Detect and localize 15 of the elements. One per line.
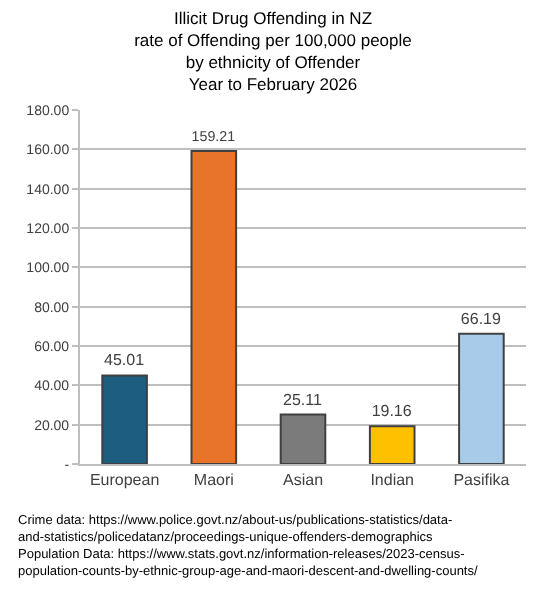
- x-tick-label: Maori: [193, 471, 235, 490]
- x-tick-label: European: [89, 471, 160, 490]
- chart-title: Illicit Drug Offending in NZ rate of Offending per 100,000 people by ethnicity of Offender Year to February 2026: [134, 7, 413, 95]
- bar: [368, 425, 416, 464]
- bar: [190, 149, 238, 464]
- data-label: 45.01: [104, 351, 146, 370]
- x-tick-label: Asian: [282, 471, 324, 490]
- data-label: 25.11: [283, 390, 323, 409]
- bar: [101, 374, 148, 464]
- x-tick-label: Pasifika: [453, 471, 511, 490]
- bar: [279, 413, 327, 464]
- data-label: 19.16: [371, 402, 413, 421]
- x-tick-label: Indian: [370, 471, 414, 490]
- bar: [458, 332, 505, 464]
- data-label: 66.19: [460, 309, 502, 328]
